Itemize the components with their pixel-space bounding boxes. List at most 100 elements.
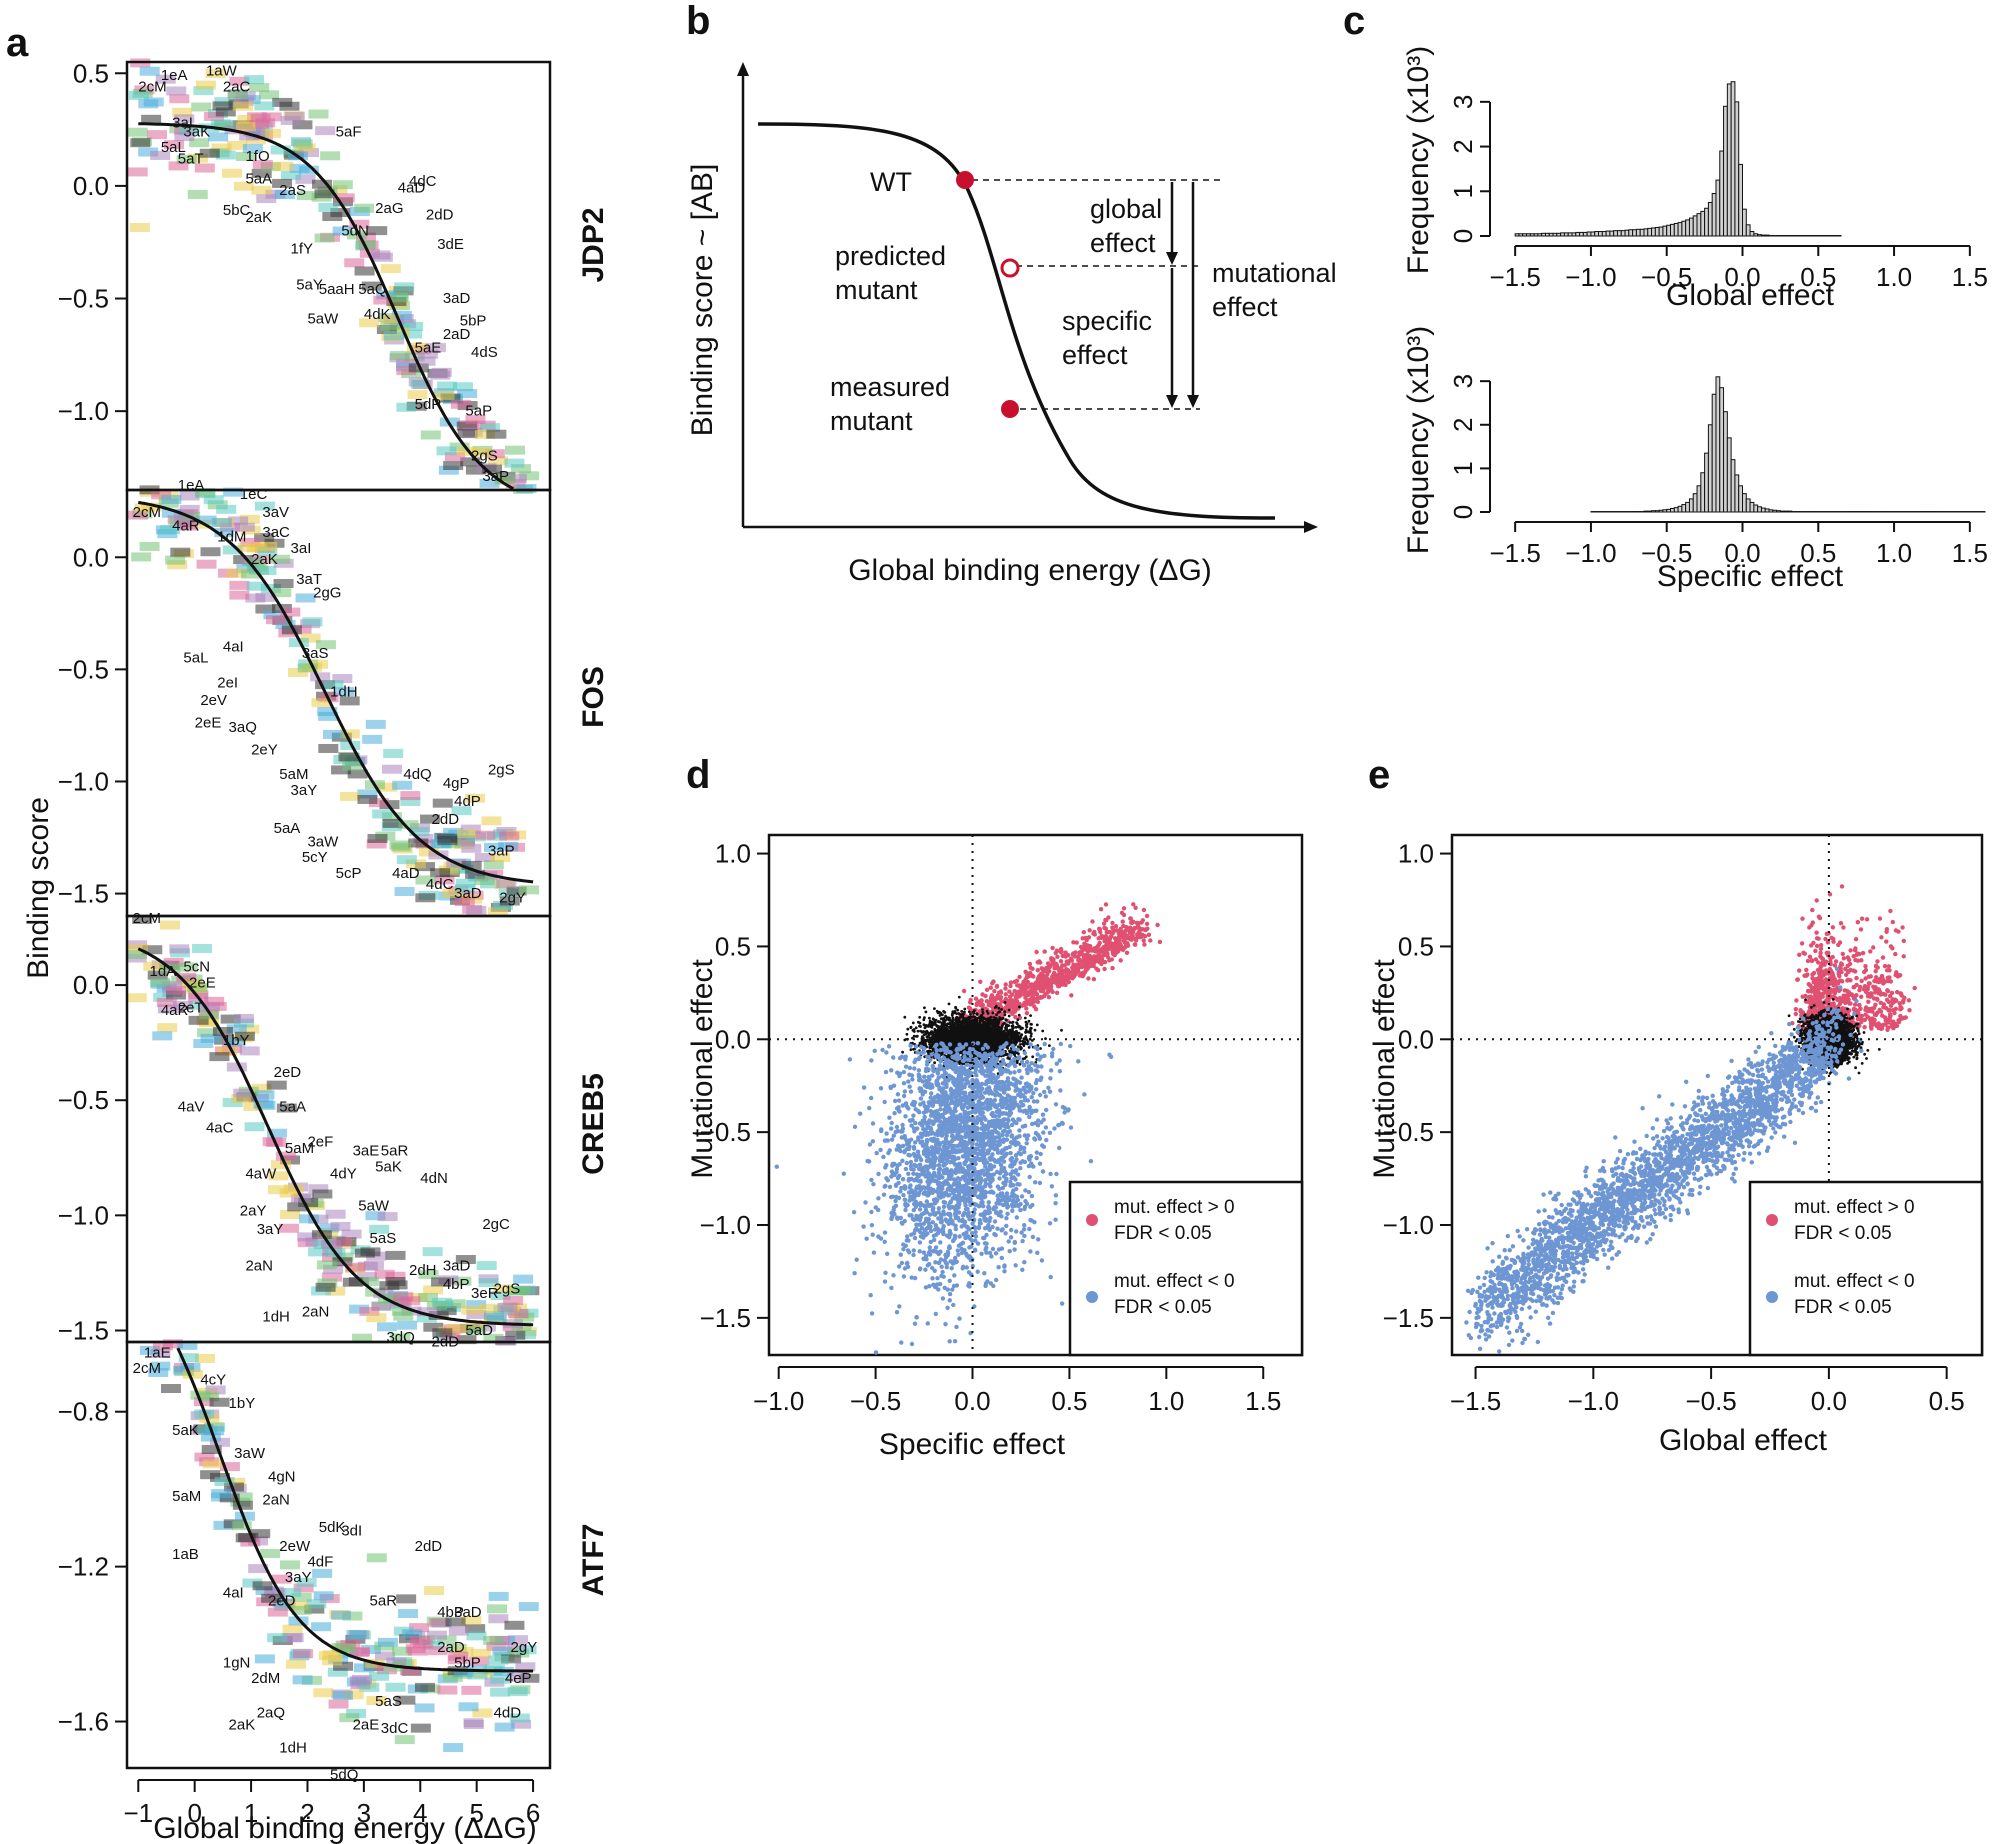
point-label: 1bY [229, 1395, 256, 1412]
data-point [988, 985, 993, 990]
cloud-mark [331, 732, 352, 742]
hist-bar [1677, 222, 1683, 237]
cloud-mark [363, 1662, 384, 1672]
point-label: 4aD [398, 180, 426, 197]
point-label: 3dQ [386, 1329, 414, 1346]
data-point [1011, 998, 1016, 1004]
cloud-mark [511, 464, 532, 474]
data-point [1109, 957, 1115, 962]
cloud-mark [255, 1586, 276, 1596]
cloud-mark [231, 1521, 252, 1531]
cloud-mark [434, 833, 455, 843]
point-label: 3aP [488, 842, 515, 859]
hist-bar [1768, 509, 1774, 513]
cloud-mark [190, 1426, 211, 1436]
cloud-mark [245, 135, 266, 145]
data-point [1131, 902, 1136, 907]
data-point [921, 1030, 925, 1034]
point-label: 3aY [257, 1221, 284, 1238]
cloud-mark [320, 232, 341, 242]
cloud-mark [187, 189, 208, 199]
hist-bar [1760, 234, 1766, 237]
cloud-mark [342, 761, 363, 771]
cloud-mark [152, 1341, 173, 1351]
data-point [1058, 959, 1064, 964]
x-tick-label: −0.5 [1641, 538, 1692, 568]
data-point [1132, 942, 1138, 947]
cloud-mark [342, 1611, 363, 1621]
hist-bar [1651, 227, 1656, 237]
cloud-mark [200, 1033, 221, 1043]
cloud-mark [463, 1718, 484, 1728]
data-point [1113, 924, 1119, 929]
data-point [1035, 968, 1041, 973]
cloud-mark [454, 840, 475, 850]
cloud-mark [457, 829, 478, 839]
data-point [1044, 1037, 1047, 1040]
point-label: 5cP [336, 865, 362, 882]
data-point [1118, 958, 1123, 963]
cloud-mark [332, 1690, 353, 1700]
data-point [930, 1025, 934, 1029]
cloud-mark [223, 487, 244, 497]
cloud-mark [127, 510, 148, 520]
cloud-mark [505, 1286, 526, 1296]
data-point [1035, 960, 1040, 965]
cloud-mark [233, 96, 254, 106]
point-label: 5bP [460, 313, 487, 330]
cloud-mark [167, 560, 188, 570]
cloud-mark [379, 1281, 400, 1291]
cloud-mark [188, 990, 209, 1000]
a-fos-fit-curve [138, 500, 534, 884]
cloud-mark [486, 1642, 507, 1652]
cloud-mark [402, 329, 423, 339]
cloud-mark [349, 1304, 370, 1314]
cloud-mark [147, 970, 168, 980]
data-point [996, 1021, 1000, 1025]
cloud-mark [296, 191, 317, 201]
data-point [978, 979, 983, 984]
point-label: 5aL [183, 650, 208, 667]
cloud-mark [339, 791, 360, 801]
data-point [938, 1014, 942, 1017]
cloud-mark [329, 1610, 350, 1620]
cloud-mark [174, 132, 195, 142]
cloud-mark [437, 833, 458, 843]
data-point [916, 1029, 920, 1033]
cloud-mark [451, 1669, 472, 1679]
cloud-mark [253, 1099, 274, 1109]
hist-bar [1654, 227, 1660, 237]
hist-bar [1552, 232, 1558, 237]
cloud-mark [323, 1264, 344, 1274]
point-label: 5bC [223, 202, 251, 219]
cloud-mark [201, 1445, 222, 1455]
a-atf7-fit-curve [176, 1347, 534, 1673]
cloud-mark [252, 1581, 273, 1591]
data-point [912, 1034, 916, 1038]
cloud-mark [382, 818, 403, 828]
cloud-mark [233, 101, 254, 111]
cloud-mark [462, 904, 483, 914]
data-point [940, 1053, 943, 1056]
cloud-mark [280, 115, 301, 125]
panel-b-schematic: WT predicted mutant measured mutant global… [686, 62, 1337, 587]
cloud-mark [180, 1362, 201, 1372]
hist-bar [1681, 504, 1687, 513]
data-point [1117, 931, 1123, 936]
data-point [1037, 995, 1043, 1000]
cloud-mark [320, 151, 341, 161]
hist-bar [1567, 232, 1573, 237]
point-label: 5aL [161, 139, 186, 156]
cloud-mark [431, 1618, 452, 1628]
cloud-mark [255, 592, 276, 602]
data-point [1144, 913, 1150, 919]
cloud-mark [212, 101, 233, 111]
cloud-mark [331, 1689, 352, 1699]
y-tick-label: −0.5 [58, 1085, 109, 1115]
cloud-mark [169, 124, 190, 134]
data-point [928, 1024, 931, 1028]
cloud-mark [391, 310, 412, 320]
cloud-mark [177, 962, 198, 972]
cloud-mark [422, 1247, 443, 1257]
